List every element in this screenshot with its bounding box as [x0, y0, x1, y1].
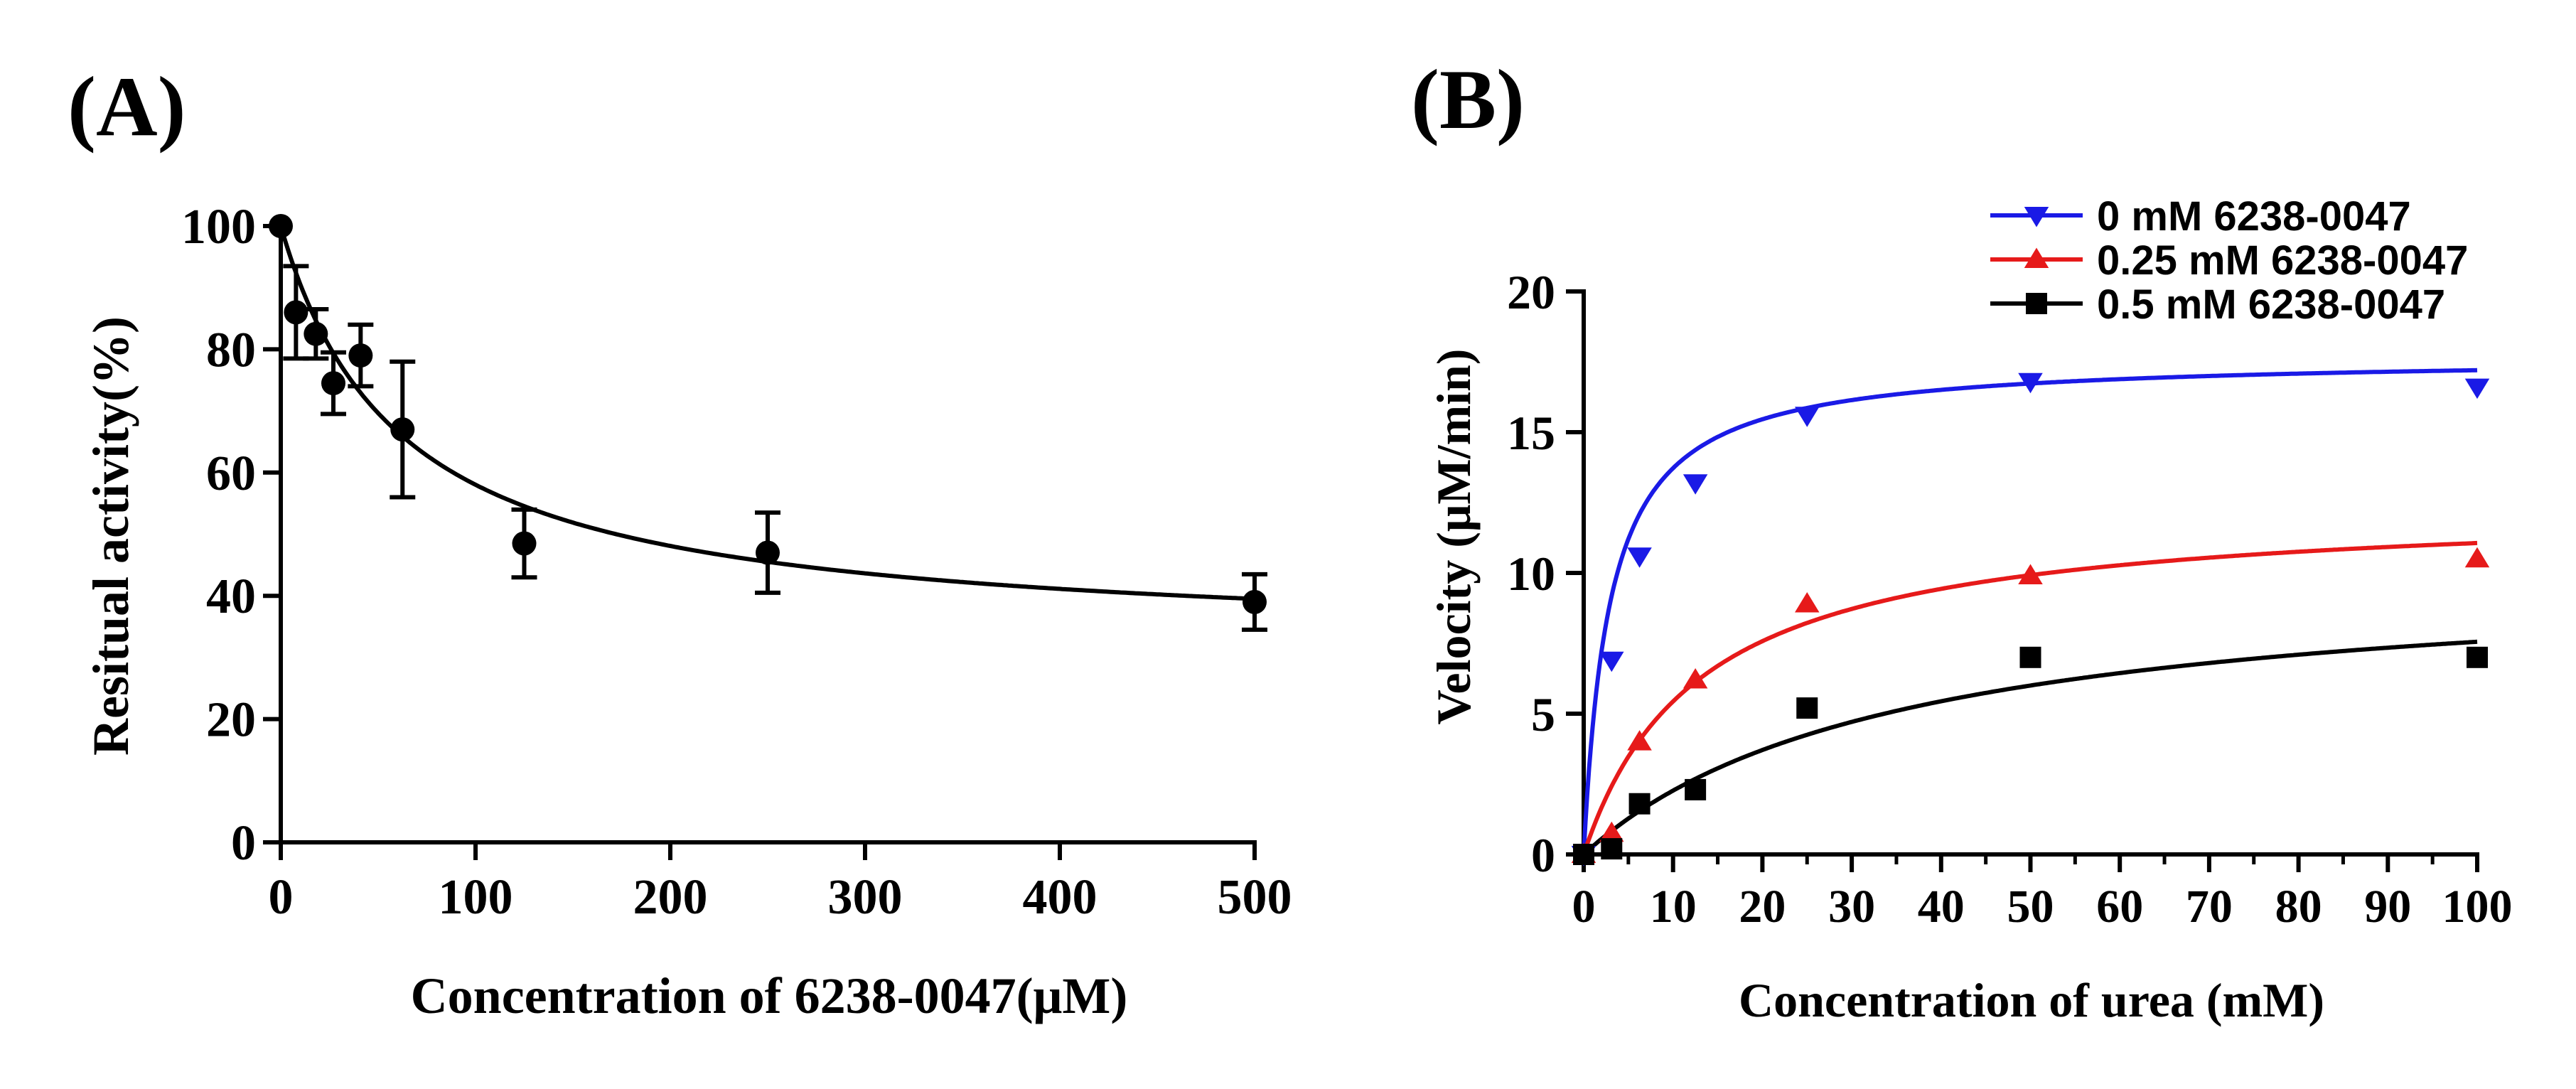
legend-marker-1 — [2024, 247, 2049, 268]
panel-b-y-axis-title: Velocity (μM/min) — [1427, 349, 1481, 725]
panel-b-x-tick-label: 10 — [1650, 881, 1697, 933]
panel-b-data-point-1 — [1795, 592, 1820, 613]
panel-b-data-point-1 — [1599, 821, 1624, 842]
legend-label-1: 0.25 mM 6238-0047 — [2097, 237, 2468, 284]
panel-b-x-tick-label: 40 — [1918, 881, 1965, 933]
panel-a-data-point — [321, 371, 345, 396]
panel-b-x-tick-label: 100 — [2442, 881, 2513, 933]
panel-b-x-tick-label: 0 — [1572, 881, 1596, 933]
panel-b-x-tick-label: 90 — [2364, 881, 2411, 933]
panel-a-y-tick-label: 40 — [206, 569, 256, 624]
panel-a-y-axis-title: Resitual activity(%) — [82, 316, 139, 756]
panel-b-data-point-0 — [2018, 372, 2043, 394]
panel-a-x-tick-label: 500 — [1218, 870, 1292, 925]
panel-b-data-point-2 — [1685, 778, 1707, 800]
panel-a-data-point — [756, 540, 780, 565]
panel-b-data-point-1 — [2018, 564, 2043, 584]
panel-b-fit-curves — [1582, 368, 2478, 857]
panel-a-y-tick-label: 100 — [181, 200, 256, 254]
panel-a-x-axis-title: Concentration of 6238-0047(μM) — [411, 967, 1128, 1024]
panel-b-x-tick-label: 30 — [1828, 881, 1875, 933]
panel-b-x-tick-label: 80 — [2275, 881, 2322, 933]
panel-a-y-tick-label: 20 — [206, 693, 256, 748]
panel-b-x-tick-label: 50 — [2007, 881, 2054, 933]
panel-b-y-tick-label: 0 — [1531, 828, 1555, 882]
panel-a-axes: 0 20 40 60 80 100 0 100 200 300 400 500 — [181, 200, 1292, 925]
legend-marker-2 — [2026, 293, 2047, 314]
panel-a-data-point — [348, 343, 373, 368]
panel-a-x-tick-label: 0 — [269, 870, 294, 925]
panel-b-y-tick-label: 20 — [1507, 265, 1555, 319]
panel-a-x-tick-label: 100 — [439, 870, 513, 925]
panel-a-label: (A) — [68, 59, 186, 154]
panel-b-data-point-2 — [1573, 844, 1594, 865]
panel-b-data-point-2 — [1601, 838, 1623, 860]
panel-b-data-point-0 — [1795, 407, 1820, 427]
panel-b-fit-line-1 — [1582, 540, 2478, 855]
legend-label-2: 0.5 mM 6238-0047 — [2097, 281, 2445, 328]
panel-b-data-point-1 — [1683, 667, 1708, 689]
panel-b-axes: 0 5 10 15 20 0 10 20 30 40 50 60 70 80 90 100 — [1507, 265, 2513, 933]
panel-b-x-axis-title: Concentration of urea (mM) — [1739, 973, 2324, 1027]
panel-a-x-tick-label: 200 — [633, 870, 708, 925]
panel-b-label: (B) — [1411, 52, 1525, 146]
panel-a-data-point — [1243, 589, 1267, 614]
panel-a-data-point — [512, 531, 537, 556]
panel-b-y-tick-label: 10 — [1507, 547, 1555, 601]
panel-b-data-point-0 — [1683, 474, 1708, 495]
panel-b-data-point-2 — [2019, 646, 2041, 668]
panel-b-fit-line-0 — [1582, 368, 2478, 855]
panel-a-y-tick-label: 80 — [206, 323, 256, 377]
panel-a-x-tick-label: 300 — [828, 870, 903, 925]
panel-a-data-points — [269, 214, 1267, 632]
legend-label-0: 0 mM 6238-0047 — [2097, 193, 2411, 240]
panel-b-y-tick-label: 5 — [1531, 687, 1555, 741]
panel-b: (B) 0 5 10 15 20 0 10 20 30 40 50 60 70 80 90 100 0 mM … — [1411, 52, 2513, 1027]
panel-a-data-point — [304, 321, 328, 346]
panel-b-data-point-0 — [2464, 378, 2490, 399]
panel-b-x-tick-label: 70 — [2186, 881, 2233, 933]
panel-b-data-point-1 — [1627, 730, 1652, 751]
panel-b-x-tick-label: 60 — [2096, 881, 2143, 933]
panel-b-data-point-2 — [2467, 646, 2488, 668]
panel-b-data-point-1 — [2464, 547, 2490, 568]
panel-b-y-tick-label: 15 — [1507, 406, 1555, 460]
panel-a-data-point — [390, 417, 415, 442]
panel-a-y-tick-label: 60 — [206, 446, 256, 501]
panel-b-data-point-0 — [1599, 651, 1624, 672]
panel-a-data-point — [284, 300, 308, 325]
panel-a-y-tick-label: 0 — [231, 816, 256, 871]
panel-a-x-tick-label: 400 — [1023, 870, 1098, 925]
panel-b-x-tick-label: 20 — [1739, 881, 1786, 933]
panel-b-data-point-0 — [1627, 547, 1652, 568]
panel-a-data-point — [269, 214, 293, 238]
panel-a: (A) 0 20 40 60 80 100 0 100 200 300 400 500 Concent… — [68, 59, 1292, 1024]
legend-marker-0 — [2024, 207, 2049, 227]
panel-b-fit-line-2 — [1582, 639, 2478, 857]
panel-b-data-point-2 — [1628, 793, 1651, 815]
panel-b-data-point-2 — [1796, 697, 1818, 719]
panel-b-data-points — [1571, 372, 2490, 867]
